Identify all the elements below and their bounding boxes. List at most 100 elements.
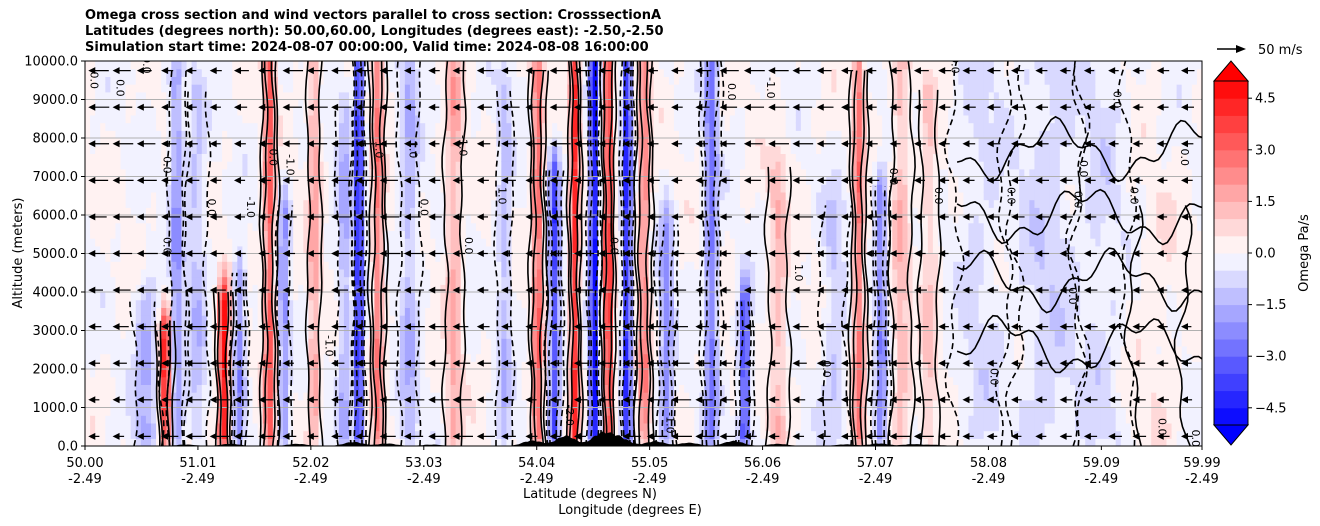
field-cell xyxy=(552,168,558,178)
field-cell xyxy=(323,215,330,224)
field-cell xyxy=(217,245,223,255)
field-cell xyxy=(440,184,447,193)
field-cell xyxy=(475,299,482,308)
field-cell xyxy=(252,376,259,385)
field-cell xyxy=(288,153,294,162)
field-cell xyxy=(328,345,335,355)
field-cell xyxy=(151,268,157,278)
field-cell xyxy=(435,145,442,154)
field-cell xyxy=(516,430,523,439)
field-cell xyxy=(562,315,568,324)
field-cell xyxy=(435,422,442,432)
field-cell xyxy=(409,384,416,393)
field-cell xyxy=(242,376,249,385)
field-cell xyxy=(90,230,96,239)
field-cell xyxy=(557,207,563,216)
field-cell xyxy=(303,138,309,147)
field-cell xyxy=(481,399,487,409)
field-cell xyxy=(562,284,568,293)
field-cell xyxy=(430,130,436,139)
field-cell xyxy=(115,399,122,409)
field-cell xyxy=(511,345,518,355)
field-cell xyxy=(547,161,553,170)
field-cell xyxy=(257,61,264,70)
field-cell xyxy=(496,299,502,308)
field-cell xyxy=(359,376,365,385)
field-cell xyxy=(404,345,411,355)
field-cell xyxy=(262,238,269,247)
field-cell xyxy=(572,399,579,409)
field-cell xyxy=(95,345,101,355)
field-cell xyxy=(450,114,457,124)
field-cell xyxy=(526,392,533,401)
field-cell xyxy=(100,130,106,139)
field-cell xyxy=(399,315,406,324)
field-cell xyxy=(140,353,147,362)
field-cell xyxy=(470,384,477,393)
field-cell xyxy=(85,338,91,347)
field-cell xyxy=(384,145,391,154)
field-cell xyxy=(176,168,183,178)
field-cell xyxy=(567,245,574,255)
field-cell xyxy=(176,369,183,378)
field-cell xyxy=(465,76,472,85)
field-cell xyxy=(547,353,553,362)
field-cell xyxy=(547,422,553,432)
field-cell xyxy=(557,315,563,324)
field-cell xyxy=(521,422,528,432)
field-cell xyxy=(110,361,117,370)
field-cell xyxy=(252,268,259,278)
field-cell xyxy=(145,153,152,162)
field-cell xyxy=(125,222,132,231)
field-cell xyxy=(399,199,406,208)
field-cell xyxy=(303,199,309,208)
field-cell xyxy=(567,407,574,416)
field-cell xyxy=(186,253,193,262)
field-cell xyxy=(196,307,203,316)
field-cell xyxy=(196,184,203,193)
field-cell xyxy=(364,369,370,378)
field-cell xyxy=(211,276,218,285)
field-cell xyxy=(247,168,254,178)
field-cell xyxy=(496,345,502,355)
field-cell xyxy=(186,292,193,301)
field-cell xyxy=(435,253,442,262)
field-cell xyxy=(552,399,558,409)
field-cell xyxy=(430,107,436,116)
field-cell xyxy=(430,407,436,416)
field-cell xyxy=(349,222,355,231)
field-cell xyxy=(328,392,335,401)
field-cell xyxy=(420,168,426,178)
field-cell xyxy=(288,330,294,339)
field-cell xyxy=(125,84,132,93)
field-cell xyxy=(181,292,188,301)
field-cell xyxy=(227,315,233,324)
field-cell xyxy=(308,145,315,154)
field-cell xyxy=(145,138,152,147)
field-cell xyxy=(409,353,416,362)
field-cell xyxy=(176,345,183,355)
field-cell xyxy=(191,384,198,393)
field-cell xyxy=(582,184,589,193)
field-cell xyxy=(277,99,284,108)
field-cell xyxy=(425,61,431,70)
field-cell xyxy=(516,114,523,124)
field-cell xyxy=(572,261,579,270)
field-cell xyxy=(486,392,492,401)
field-cell xyxy=(125,99,132,108)
field-cell xyxy=(572,161,579,170)
field-cell xyxy=(496,268,502,278)
field-cell xyxy=(486,284,492,293)
field-cell xyxy=(440,161,447,170)
field-cell xyxy=(343,207,350,216)
field-cell xyxy=(308,253,315,262)
field-cell xyxy=(536,407,543,416)
field-cell xyxy=(445,138,452,147)
field-cell xyxy=(120,145,127,154)
field-cell xyxy=(237,276,243,285)
field-cell xyxy=(283,407,289,416)
field-cell xyxy=(374,191,381,201)
field-cell xyxy=(501,292,508,301)
field-cell xyxy=(465,91,472,101)
field-cell xyxy=(257,345,264,355)
